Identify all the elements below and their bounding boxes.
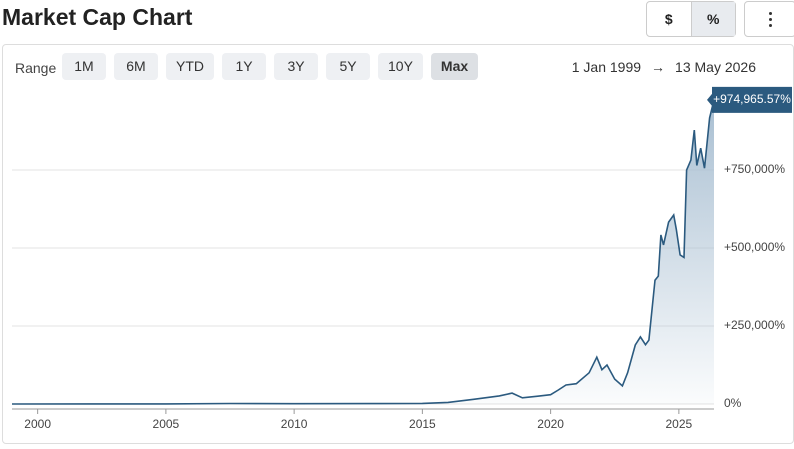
y-tick-label: +750,000%: [724, 162, 785, 176]
start-date: 1 Jan 1999: [571, 59, 642, 75]
y-tick-label: +250,000%: [724, 318, 785, 332]
range-label: Range: [15, 60, 57, 76]
x-tick-label: 2025: [666, 417, 693, 431]
menu-button[interactable]: [744, 1, 794, 37]
x-tick-label: 2000: [24, 417, 51, 431]
end-date: 13 May 2026: [675, 59, 756, 75]
range-option[interactable]: 5Y: [326, 53, 370, 80]
arrow: →: [651, 59, 666, 75]
toggle-button[interactable]: %: [690, 2, 735, 36]
y-tick-label: +500,000%: [724, 240, 785, 254]
range-options: 1M 6M YTD 1Y 3Y 5Y 10Y Max: [62, 53, 479, 80]
range-option[interactable]: 1Y: [222, 53, 266, 80]
range-option[interactable]: 3Y: [274, 53, 318, 80]
value-label-box: [707, 86, 792, 113]
range-option[interactable]: 6M: [114, 53, 158, 80]
x-tick-label: 2015: [409, 417, 436, 431]
x-tick-label: 2005: [153, 417, 180, 431]
range-option[interactable]: YTD: [166, 53, 214, 80]
unit-toggle: $ %: [646, 1, 736, 37]
range-option[interactable]: 10Y: [378, 53, 423, 80]
date-range: 1 Jan 1999 → 13 May 2026: [572, 59, 756, 75]
y-tick-label: 0%: [724, 396, 742, 410]
range-option[interactable]: 1M: [62, 53, 106, 80]
area: [12, 99, 714, 405]
x-tick-label: 2020: [537, 417, 564, 431]
line: [11, 99, 715, 405]
value-label: +974,965.57%: [713, 92, 791, 106]
title: Market Cap Chart: [2, 4, 193, 30]
toggle-button[interactable]: $: [664, 11, 673, 27]
range-option[interactable]: Max: [430, 53, 479, 80]
x-tick-label: 2010: [281, 417, 308, 431]
